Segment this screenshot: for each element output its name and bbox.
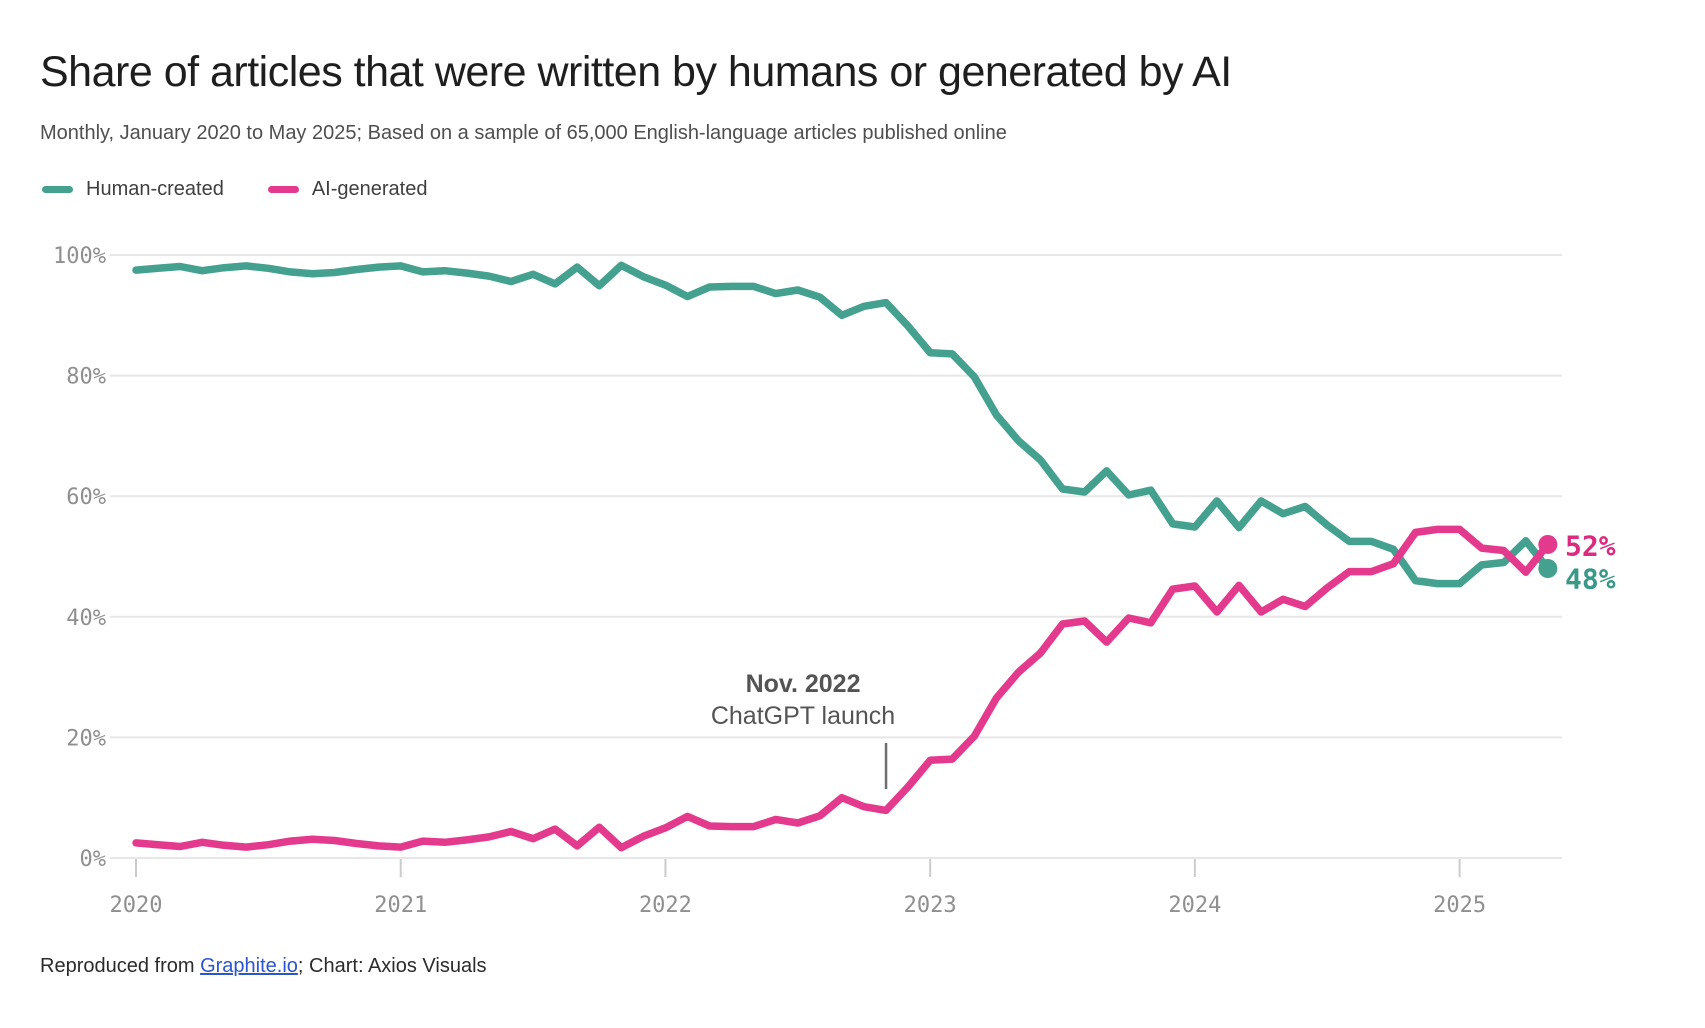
legend-swatch-human-created-icon <box>42 186 73 193</box>
y-axis-label-60: 60% <box>66 485 106 510</box>
legend-label-human-created: Human-created <box>86 178 224 200</box>
end-dot-human-created <box>1538 559 1558 579</box>
annotation-date: Nov. 2022 <box>746 670 861 698</box>
x-axis-label-2020: 2020 <box>110 893 163 918</box>
end-value-label-ai-generated: 52% <box>1565 529 1616 562</box>
y-axis-label-80: 80% <box>66 365 106 390</box>
end-dot-ai-generated <box>1538 534 1558 554</box>
source-note-suffix: ; Chart: Axios Visuals <box>297 955 487 977</box>
x-axis-label-2025: 2025 <box>1433 893 1486 918</box>
legend-label-ai-generated: AI-generated <box>311 178 428 200</box>
end-value-label-human-created: 48% <box>1565 563 1616 596</box>
series-line-ai-generated <box>132 525 1552 852</box>
x-axis-label-2023: 2023 <box>904 893 957 918</box>
y-axis-label-0: 0% <box>80 847 107 872</box>
y-axis-label-40: 40% <box>66 606 106 631</box>
y-axis-label-20: 20% <box>66 726 106 751</box>
page-title: Share of articles that were written by h… <box>40 48 1232 96</box>
series-line-human-created <box>132 261 1552 588</box>
chart-legend: Human-created AI-generated <box>42 178 427 201</box>
source-note: Reproduced from Graphite.io; Chart: Axio… <box>40 955 487 978</box>
annotation-event: ChatGPT launch <box>711 702 895 730</box>
x-axis-label-2024: 2024 <box>1168 893 1221 918</box>
x-axis-label-2022: 2022 <box>639 893 692 918</box>
legend-item-human-created: Human-created <box>42 178 224 201</box>
chart-subtitle: Monthly, January 2020 to May 2025; Based… <box>40 122 1007 144</box>
x-axis-label-2021: 2021 <box>374 893 427 918</box>
source-note-prefix: Reproduced from <box>40 955 201 977</box>
y-axis-label-100: 100% <box>53 244 106 269</box>
legend-swatch-ai-generated-icon <box>267 186 299 193</box>
legend-item-ai-generated: AI-generated <box>267 178 428 201</box>
graphite-io-link[interactable]: Graphite.io <box>200 955 298 977</box>
